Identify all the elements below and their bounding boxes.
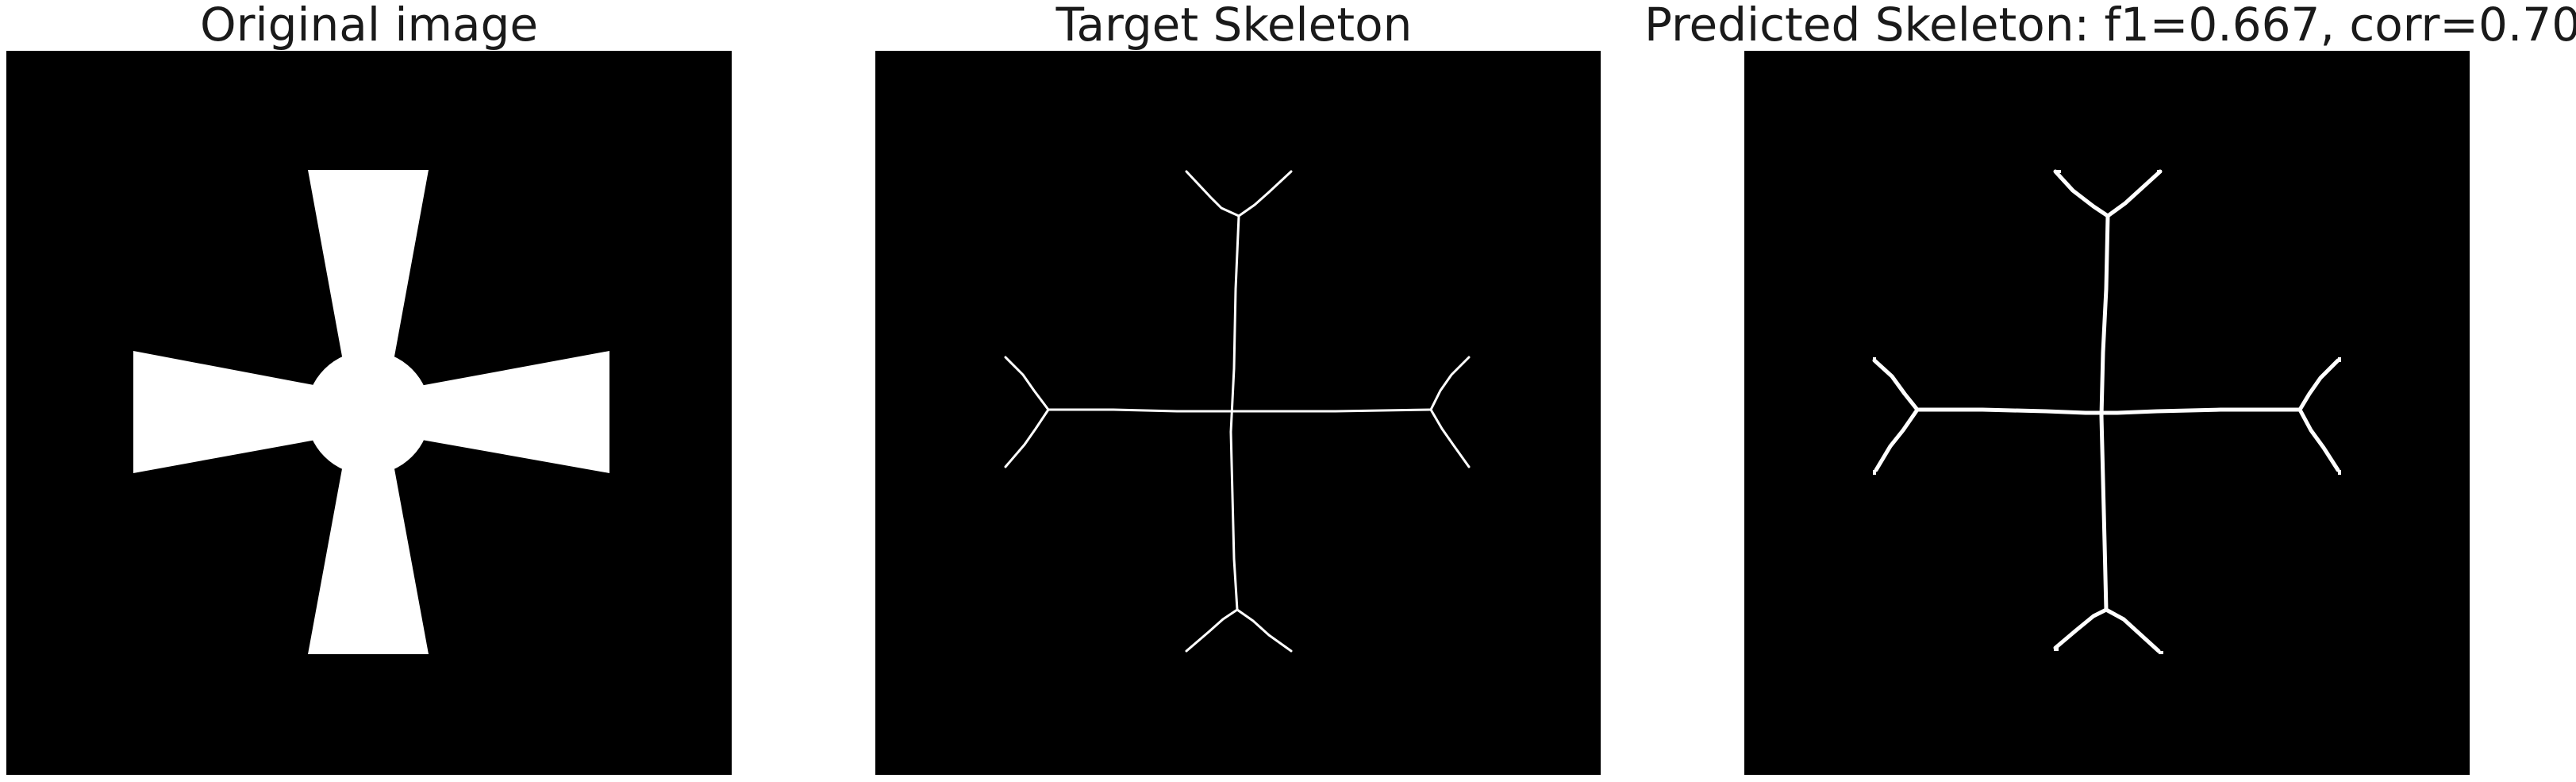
speck [2338, 357, 2341, 362]
predicted-right-fork [2300, 360, 2338, 470]
predicted-top-fork [2055, 171, 2160, 216]
speck [1873, 357, 1876, 362]
target-vertical-spine [1231, 216, 1239, 610]
speck [2159, 651, 2163, 654]
speck [1873, 470, 1876, 475]
predicted-skeleton-panel [1744, 51, 2470, 775]
speck [2157, 170, 2162, 173]
predicted-skeleton-lines [1874, 171, 2338, 651]
target-bottom-fork [1186, 610, 1291, 651]
target-horizontal-spine [1048, 410, 1431, 411]
target-right-fork [1431, 357, 1469, 467]
predicted-left-fork [1874, 360, 1917, 470]
predicted-skeleton-title: Predicted Skeleton: f1=0.667, corr=0.706 [1644, 0, 2576, 48]
target-top-fork [1186, 171, 1291, 216]
predicted-horizontal-spine [1917, 410, 2300, 413]
speck [2054, 648, 2059, 651]
original-image-panel [6, 51, 732, 775]
speck [2056, 170, 2061, 173]
speck [2338, 470, 2341, 475]
center-disc [306, 351, 430, 475]
predicted-bottom-fork [2055, 610, 2159, 651]
original-image-title: Original image [0, 0, 738, 48]
target-skeleton-panel [875, 51, 1601, 775]
cross-shape [133, 170, 609, 654]
target-skeleton-title: Target Skeleton [865, 0, 1603, 48]
target-left-fork [1005, 357, 1048, 467]
target-skeleton-lines [1005, 171, 1469, 651]
